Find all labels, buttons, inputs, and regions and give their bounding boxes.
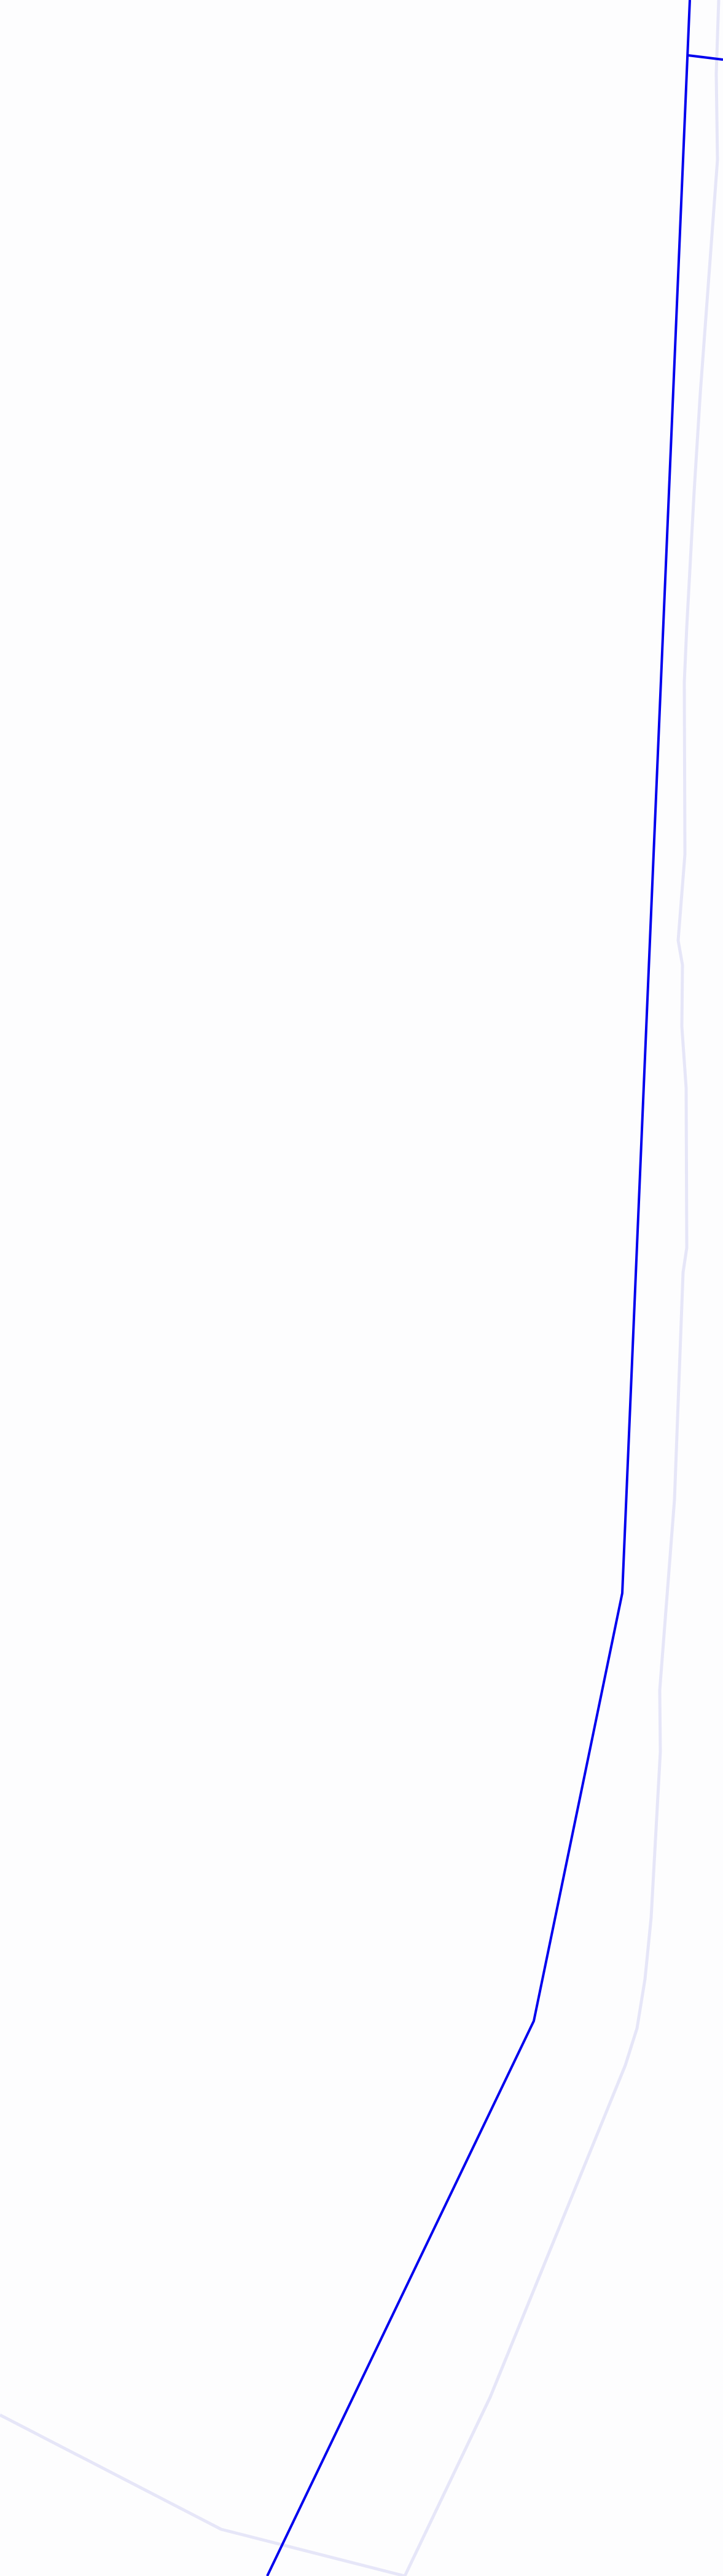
boundary-line-lower (0, 2413, 405, 2576)
route-line (266, 0, 691, 2576)
boundary-line (403, 0, 721, 2576)
route-spur (687, 54, 723, 61)
